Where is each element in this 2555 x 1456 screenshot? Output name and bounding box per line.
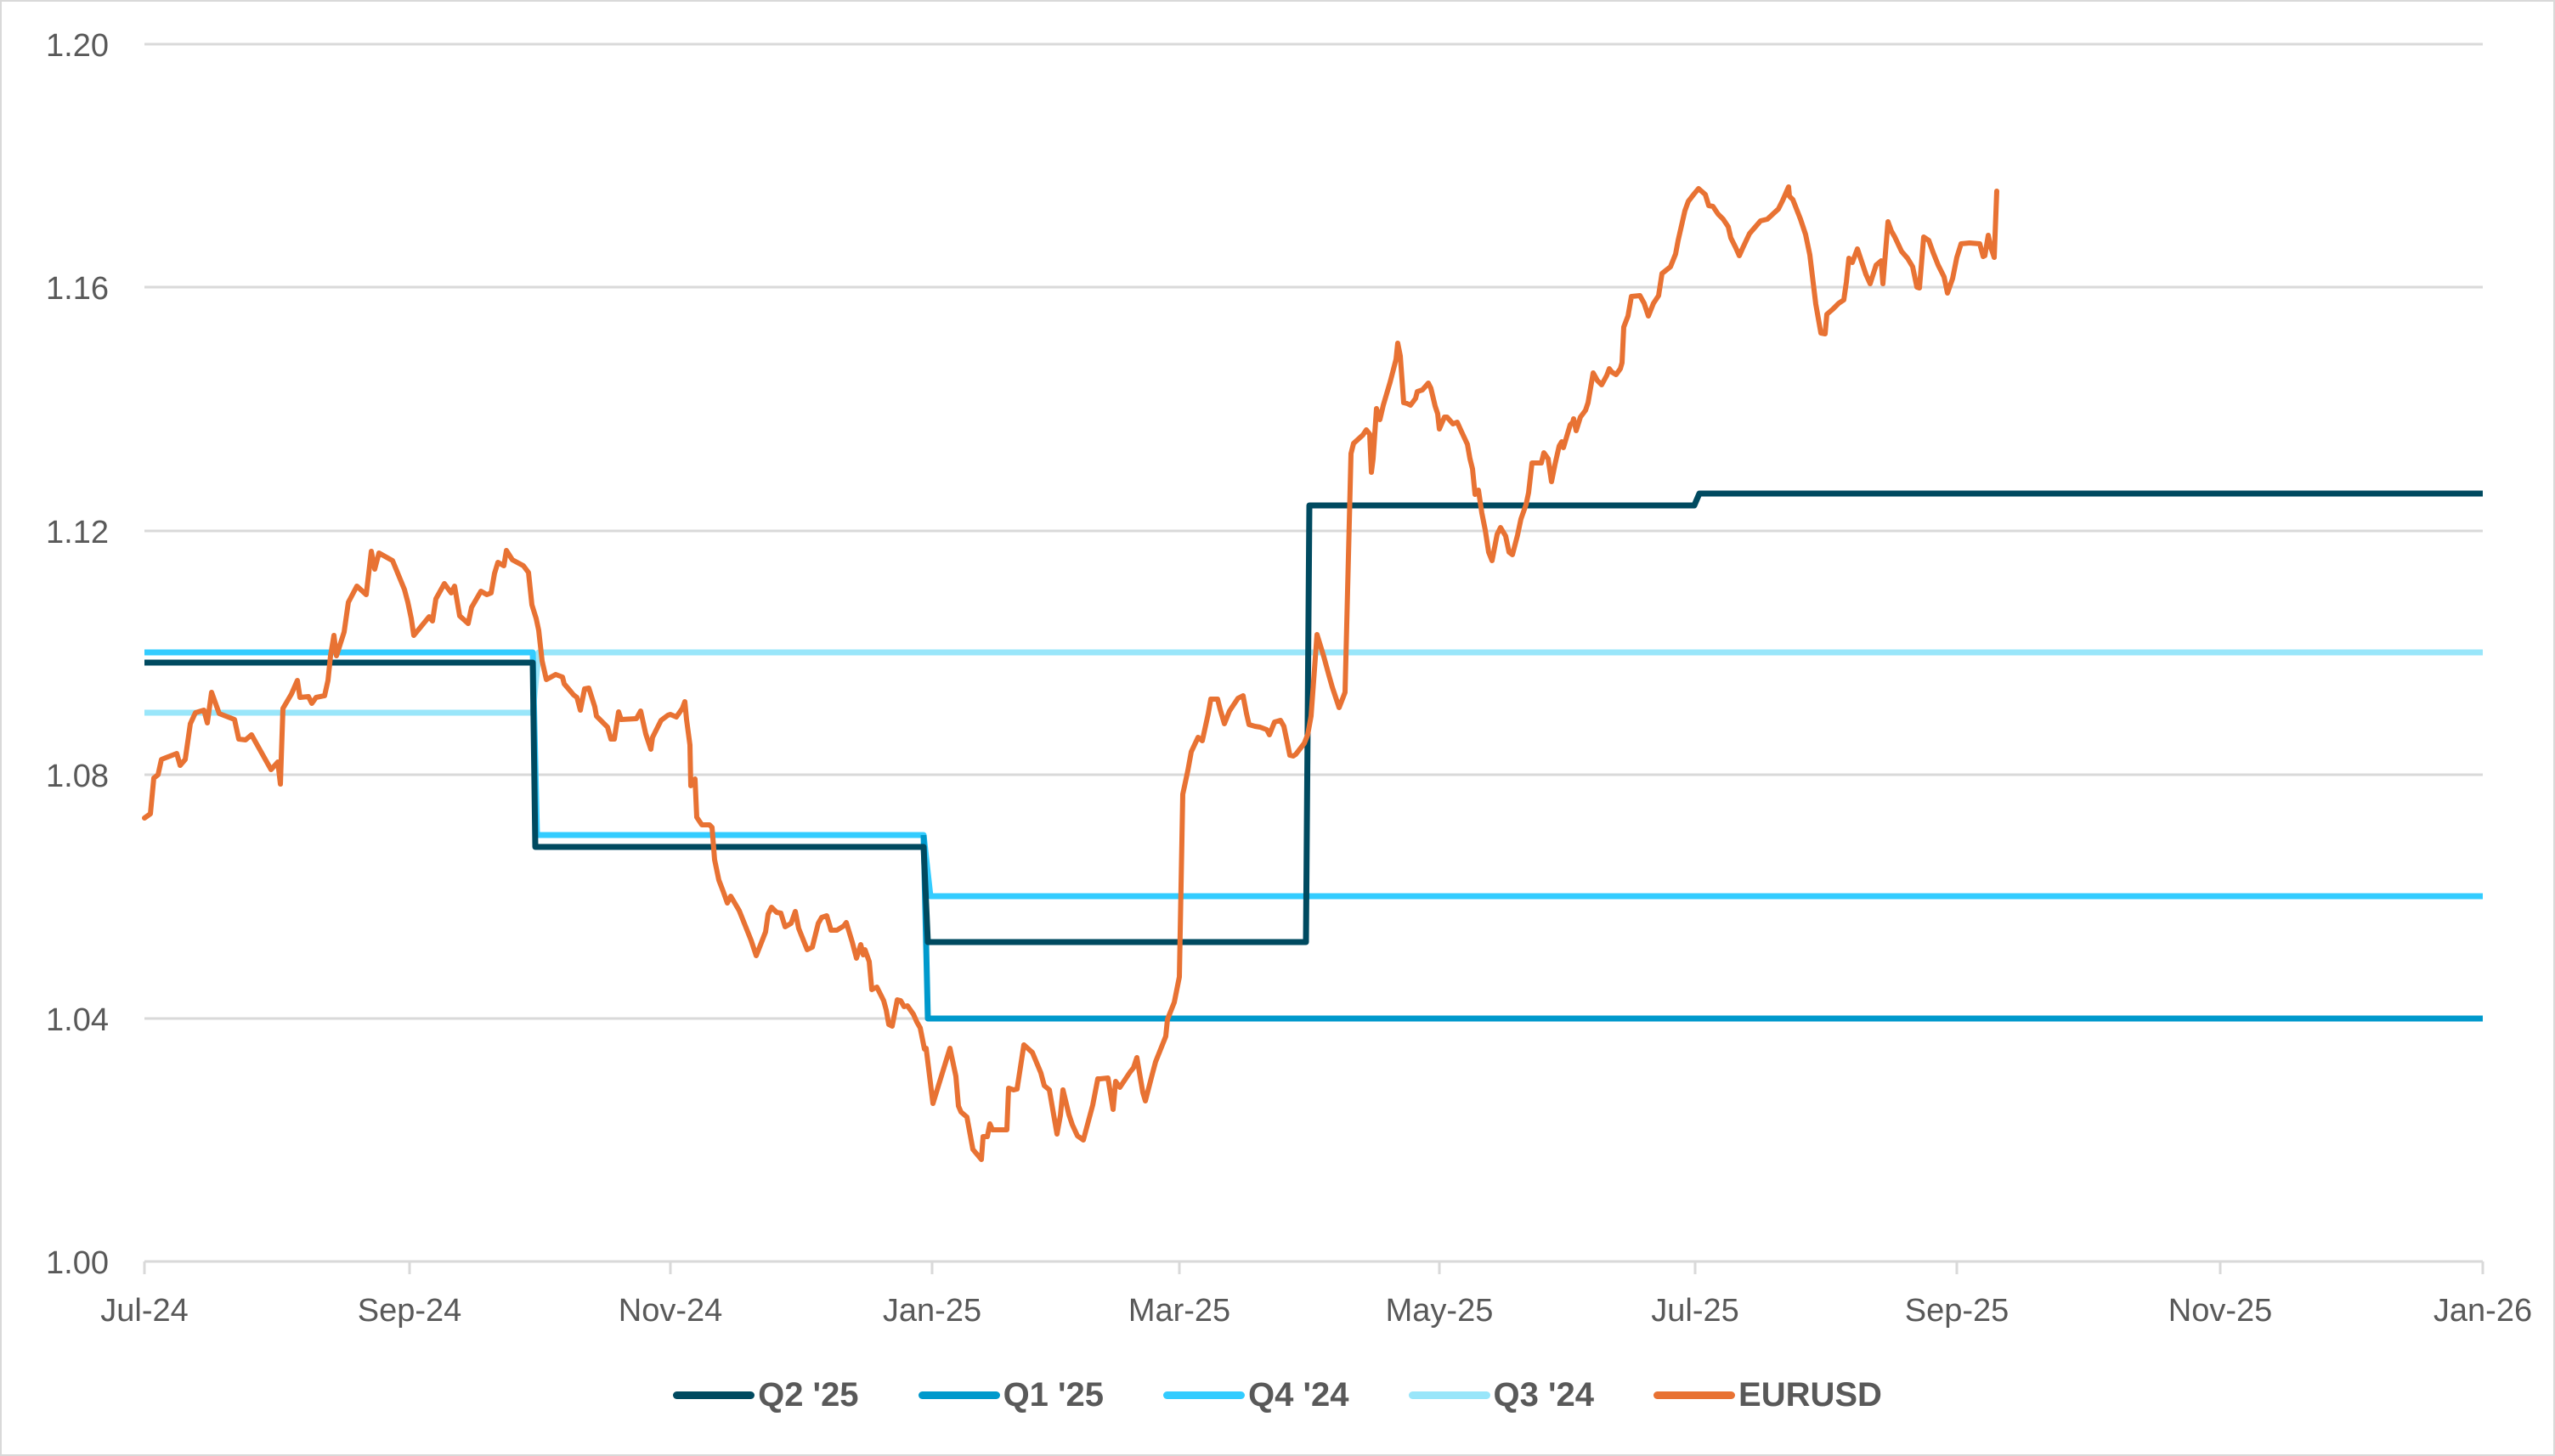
series-q4-24 bbox=[144, 649, 2483, 900]
legend-line-icon bbox=[1163, 1391, 1246, 1399]
series-q1-25 bbox=[920, 834, 2483, 1022]
legend-line-icon bbox=[1653, 1391, 1736, 1399]
x-axis-ticks bbox=[143, 1261, 2484, 1274]
x-label: Nov-24 bbox=[619, 1293, 723, 1329]
y-label: 1.08 bbox=[46, 759, 109, 794]
legend-label: Q2 '25 bbox=[758, 1376, 859, 1414]
legend-line-icon bbox=[673, 1391, 755, 1399]
y-label: 1.20 bbox=[46, 28, 109, 64]
legend-label: Q3 '24 bbox=[1493, 1376, 1595, 1414]
x-label: Jan-25 bbox=[883, 1293, 981, 1329]
x-axis-labels: Jul-24 Sep-24 Nov-24 Jan-25 Mar-25 May-2… bbox=[100, 1293, 2532, 1329]
legend-label: Q4 '24 bbox=[1248, 1376, 1349, 1414]
x-label: Jul-24 bbox=[100, 1293, 189, 1329]
legend-item-q1-25[interactable]: Q1 '25 bbox=[918, 1376, 1105, 1414]
x-label: Sep-25 bbox=[1905, 1293, 2010, 1329]
legend-item-q2-25[interactable]: Q2 '25 bbox=[673, 1376, 859, 1414]
series-eurusd bbox=[142, 184, 1999, 1162]
y-label: 1.16 bbox=[46, 271, 109, 307]
x-label: Mar-25 bbox=[1128, 1293, 1230, 1329]
chart-legend: Q2 '25 Q1 '25 Q4 '24 Q3 '24 EURUSD bbox=[0, 1376, 2555, 1414]
x-label: Nov-25 bbox=[2168, 1293, 2273, 1329]
legend-label: EURUSD bbox=[1738, 1376, 1882, 1414]
y-axis-labels: 1.20 1.16 1.12 1.08 1.04 1.00 bbox=[46, 28, 109, 1281]
x-label: May-25 bbox=[1386, 1293, 1494, 1329]
x-label: Jul-25 bbox=[1651, 1293, 1739, 1329]
legend-label: Q1 '25 bbox=[1003, 1376, 1105, 1414]
legend-line-icon bbox=[918, 1391, 1000, 1399]
legend-line-icon bbox=[1408, 1391, 1490, 1399]
y-label: 1.12 bbox=[46, 515, 109, 550]
legend-item-q4-24[interactable]: Q4 '24 bbox=[1163, 1376, 1349, 1414]
y-label: 1.04 bbox=[46, 1002, 109, 1038]
x-label: Jan-26 bbox=[2433, 1293, 2532, 1329]
legend-item-q3-24[interactable]: Q3 '24 bbox=[1408, 1376, 1595, 1414]
x-label: Sep-24 bbox=[358, 1293, 462, 1329]
series-q2-25 bbox=[144, 490, 2483, 945]
legend-item-eurusd[interactable]: EURUSD bbox=[1653, 1376, 1882, 1414]
y-label: 1.00 bbox=[46, 1245, 109, 1281]
